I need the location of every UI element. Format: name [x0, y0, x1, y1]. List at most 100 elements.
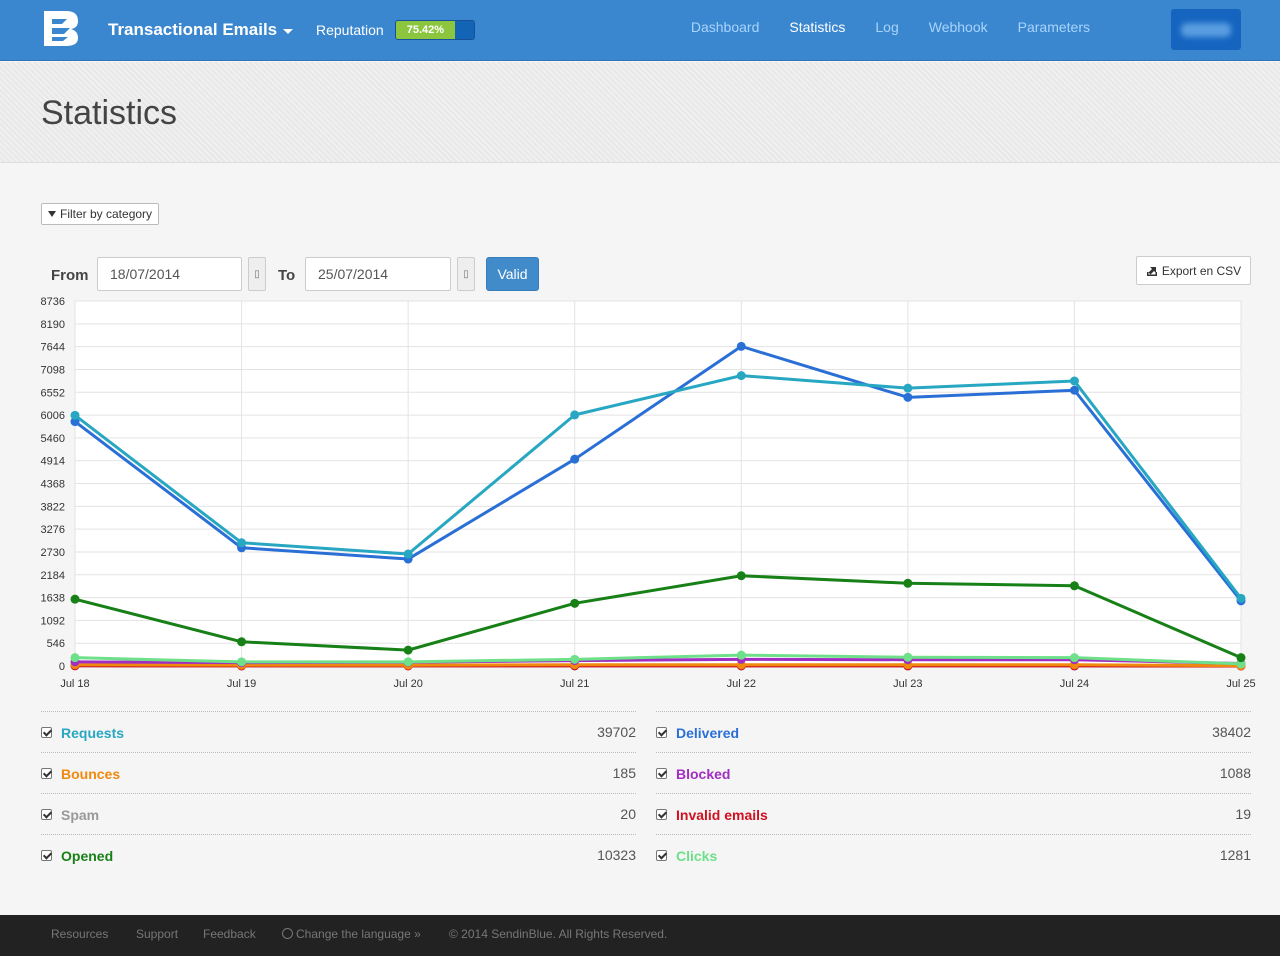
data-point-requests — [903, 383, 913, 393]
footer: Resources Support Feedback Change the la… — [0, 915, 1280, 956]
x-tick-label: Jul 20 — [393, 678, 422, 690]
filter-label: Filter by category — [60, 207, 153, 221]
data-point-delivered — [903, 392, 913, 402]
y-tick-label: 4368 — [41, 479, 65, 491]
y-tick-label: 7098 — [41, 364, 65, 376]
account-menu-button[interactable] — [1171, 9, 1241, 50]
data-point-delivered — [1069, 385, 1079, 395]
calendar-icon[interactable]: ▯ — [457, 257, 475, 291]
legend-item[interactable]: Delivered 38402 — [656, 711, 1251, 752]
data-point-requests — [70, 410, 80, 420]
nav-parameters[interactable]: Parameters — [1017, 19, 1090, 35]
data-point-delivered — [70, 417, 80, 427]
to-date-input[interactable] — [305, 257, 451, 291]
series-toggle-checkbox[interactable] — [656, 727, 667, 738]
legend-item[interactable]: Clicks 1281 — [656, 834, 1251, 875]
y-tick-label: 3276 — [41, 524, 65, 536]
series-toggle-checkbox[interactable] — [656, 850, 667, 861]
series-toggle-checkbox[interactable] — [656, 809, 667, 820]
data-point-clicks — [1069, 653, 1079, 663]
valid-button[interactable]: Valid — [486, 257, 539, 291]
chevron-down-icon — [283, 28, 294, 34]
to-label: To — [278, 267, 296, 284]
series-toggle-checkbox[interactable] — [41, 768, 52, 779]
legend-left-column: Requests 39702 Bounces 185 Spam 20 Opened 10323 — [41, 711, 636, 875]
data-point-requests — [1236, 593, 1246, 603]
x-tick-label: Jul 19 — [227, 678, 256, 690]
copyright-text: © 2014 SendinBlue. All Rights Reserved. — [449, 927, 668, 941]
data-point-requests — [570, 410, 580, 420]
y-tick-label: 8736 — [41, 296, 65, 308]
sendinblue-logo[interactable] — [40, 8, 80, 48]
data-point-clicks — [237, 657, 247, 667]
footer-link-support[interactable]: Support — [136, 927, 179, 941]
reputation-bar: 75.42% — [395, 20, 475, 40]
series-line-requests — [74, 374, 1243, 600]
legend-series-total: 1088 — [1219, 765, 1251, 781]
legend-series-name: Spam — [61, 807, 100, 823]
legend-series-name: Invalid emails — [676, 807, 768, 823]
export-icon — [1146, 266, 1157, 276]
data-point-opened — [70, 594, 80, 604]
data-point-opened — [736, 571, 746, 581]
nav-dashboard[interactable]: Dashboard — [690, 19, 760, 35]
legend-series-name: Bounces — [61, 766, 121, 782]
y-tick-label: 6552 — [41, 387, 65, 399]
data-point-opened — [903, 578, 913, 588]
legend-item[interactable]: Spam 20 — [41, 793, 636, 834]
y-tick-label: 2184 — [41, 570, 65, 582]
from-label: From — [51, 267, 89, 284]
y-tick-label: 7644 — [41, 342, 65, 354]
legend-item[interactable]: Requests 39702 — [41, 711, 636, 752]
footer-link-feedback[interactable]: Feedback — [203, 927, 256, 941]
legend-series-total: 39702 — [597, 724, 636, 740]
nav-log[interactable]: Log — [875, 19, 899, 35]
series-toggle-checkbox[interactable] — [41, 727, 52, 738]
filter-by-category-button[interactable]: Filter by category — [41, 203, 160, 225]
legend-item[interactable]: Opened 10323 — [41, 834, 636, 875]
legend-series-total: 19 — [1235, 806, 1251, 822]
data-point-clicks — [903, 652, 913, 662]
data-point-requests — [237, 538, 247, 548]
y-tick-label: 2730 — [41, 547, 65, 559]
y-tick-label: 3822 — [41, 501, 65, 513]
export-csv-button[interactable]: Export en CSV — [1136, 256, 1251, 285]
y-tick-label: 0 — [59, 661, 65, 673]
x-tick-label: Jul 18 — [60, 678, 89, 690]
data-point-delivered — [736, 341, 746, 351]
series-toggle-checkbox[interactable] — [41, 850, 52, 861]
series-line-clicks — [74, 653, 1242, 666]
x-tick-label: Jul 24 — [1060, 678, 1089, 690]
legend-series-name: Blocked — [676, 766, 731, 782]
calendar-icon[interactable]: ▯ — [248, 257, 266, 291]
y-tick-label: 6006 — [41, 410, 65, 422]
data-point-opened — [1236, 653, 1246, 663]
data-point-clicks — [403, 657, 413, 667]
filter-icon — [48, 211, 56, 217]
footer-link-resources[interactable]: Resources — [51, 927, 109, 941]
change-language-label: Change the language » — [296, 927, 421, 941]
data-point-clicks — [1236, 659, 1246, 669]
change-language-link[interactable]: Change the language » — [282, 927, 421, 941]
top-navbar: Transactional Emails Reputation 75.42% D… — [0, 0, 1280, 61]
legend-series-name: Clicks — [676, 848, 718, 864]
from-date-input[interactable] — [97, 257, 242, 291]
data-point-clicks — [570, 654, 580, 664]
series-line-delivered — [74, 344, 1243, 602]
y-tick-label: 4914 — [41, 456, 65, 468]
legend-item[interactable]: Bounces 185 — [41, 752, 636, 793]
nav-statistics[interactable]: Statistics — [789, 19, 846, 35]
account-name-redacted — [1181, 23, 1231, 37]
series-toggle-checkbox[interactable] — [41, 809, 52, 820]
y-tick-label: 546 — [47, 638, 65, 650]
legend-series-total: 1281 — [1219, 847, 1251, 863]
product-switcher[interactable]: Transactional Emails — [108, 20, 294, 40]
legend-series-name: Delivered — [676, 725, 740, 741]
nav-webhook[interactable]: Webhook — [928, 19, 988, 35]
legend-item[interactable]: Blocked 1088 — [656, 752, 1251, 793]
reputation-label: Reputation — [316, 22, 384, 38]
legend-item[interactable]: Invalid emails 19 — [656, 793, 1251, 834]
data-point-opened — [570, 598, 580, 608]
series-toggle-checkbox[interactable] — [656, 768, 667, 779]
data-point-opened — [403, 645, 413, 655]
